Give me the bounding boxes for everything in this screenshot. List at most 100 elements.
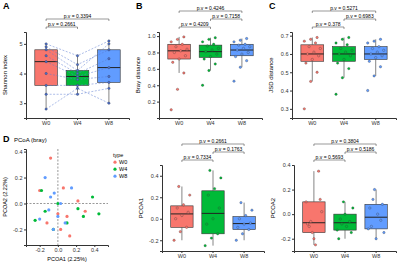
tick-label: W4: [73, 120, 81, 126]
y-axis-title: JSD distance: [268, 57, 274, 93]
tick-label: W0: [310, 253, 318, 259]
whisker: [213, 234, 214, 246]
tick-label: 0.2: [151, 195, 159, 201]
data-point: [352, 207, 354, 209]
data-point: [251, 209, 253, 211]
comparison-bracket: [182, 160, 213, 162]
median: [66, 76, 89, 77]
plot-marks: [35, 40, 120, 111]
axis-line: [24, 150, 27, 246]
tick: W0: [175, 118, 183, 126]
data-point: [174, 218, 176, 220]
tick: 0.4: [15, 149, 26, 155]
p-value: p.v = 0.7334: [184, 154, 212, 160]
whisker: [376, 190, 377, 205]
tick: 0.0: [151, 216, 162, 222]
legend-label: W4: [119, 166, 127, 172]
tick-label: W4: [206, 120, 214, 126]
tick: W4: [73, 118, 81, 126]
data-point: [336, 229, 338, 231]
tick-mark: [160, 197, 162, 198]
tick-mark: [24, 203, 26, 204]
tick: 0.2: [283, 187, 294, 193]
tick-mark: [157, 102, 159, 103]
tick-mark: [290, 36, 292, 37]
data-point: [76, 69, 78, 71]
tick: W8: [372, 251, 380, 259]
data-point: [242, 47, 244, 49]
whisker: [108, 82, 109, 103]
data-point: [108, 87, 110, 89]
data-point: [245, 37, 247, 39]
data-point: [179, 50, 181, 52]
legend-marker: [113, 161, 116, 164]
median: [202, 213, 224, 214]
data-point: [91, 195, 94, 198]
data-point: [203, 58, 205, 60]
panel-label: B: [136, 1, 143, 11]
data-point: [306, 53, 308, 55]
tick-mark: [157, 52, 159, 53]
tick-label: W0: [308, 120, 316, 126]
tick-label: W4: [209, 253, 217, 259]
tick-label: 0.7: [281, 33, 289, 39]
data-point: [247, 51, 249, 53]
tick-label: 0.2: [148, 99, 156, 105]
data-point: [49, 195, 52, 198]
data-point: [170, 41, 172, 43]
data-point: [97, 212, 100, 215]
paired-line: [46, 56, 109, 74]
tick-label: W0: [178, 253, 186, 259]
data-point: [217, 47, 219, 49]
data-point: [178, 58, 180, 60]
tick-label: 0.4: [91, 247, 99, 253]
data-point: [64, 221, 67, 224]
data-point: [348, 36, 350, 38]
data-point: [49, 156, 52, 159]
data-point: [184, 55, 186, 57]
data-point: [309, 38, 311, 40]
whisker: [345, 202, 346, 214]
data-point: [56, 202, 59, 205]
data-point: [380, 219, 382, 221]
tick: 0.8: [148, 50, 159, 56]
x-axis: W0W4W8: [27, 118, 130, 126]
data-point: [76, 93, 78, 95]
x-axis: W0W4W8: [293, 118, 397, 126]
data-point: [311, 58, 313, 60]
data-point: [241, 233, 243, 235]
legend-marker: [113, 168, 116, 171]
data-point: [201, 84, 203, 86]
whisker: [46, 85, 47, 109]
p-value: p.v = 0.4209: [181, 21, 209, 27]
comparison-bracket: [314, 160, 345, 162]
data-point: [201, 41, 203, 43]
y-axis: 0.30.40.50.60.7: [281, 33, 293, 119]
data-point: [52, 228, 55, 231]
data-point: [62, 186, 65, 189]
tick-mark: [160, 240, 162, 241]
tick-label: 0.4: [283, 162, 291, 168]
plot-marks: [303, 170, 388, 246]
data-point: [45, 72, 47, 74]
tick-label: W4: [341, 253, 349, 259]
tick-label: 4: [19, 71, 22, 77]
box: [98, 50, 121, 83]
data-point: [372, 198, 374, 200]
data-point: [381, 55, 383, 57]
data-point: [335, 42, 337, 44]
data-point: [344, 51, 346, 53]
data-point: [108, 102, 110, 104]
data-point: [45, 43, 47, 45]
reference-line: [57, 149, 58, 245]
tick: W4: [206, 118, 214, 126]
tick: W0: [310, 251, 318, 259]
data-point: [373, 40, 375, 42]
tick: 4: [19, 71, 26, 77]
data-point: [209, 55, 211, 57]
data-point: [45, 49, 47, 51]
x-axis-title: PCOA1 (2.25%): [47, 256, 87, 262]
median: [98, 67, 121, 68]
box: [231, 44, 254, 55]
whisker: [181, 187, 182, 206]
